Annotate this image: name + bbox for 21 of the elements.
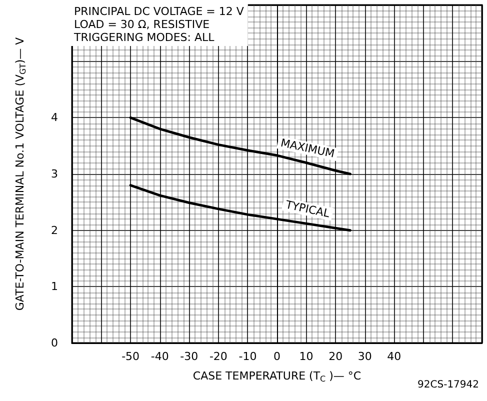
x-tick-label: 10: [299, 350, 314, 363]
annotation: PRINCIPAL DC VOLTAGE = 12 V: [74, 5, 244, 18]
x-tick-label: -10: [238, 350, 257, 363]
x-tick-label: -30: [180, 350, 198, 363]
x-tick-label: -50: [122, 350, 140, 363]
y-tick-label: 0: [51, 336, 58, 350]
y-tick-label: 3: [51, 168, 58, 180]
x-tick-label: 0: [274, 350, 280, 363]
y-tick-label: 4: [51, 111, 58, 124]
y-tick-label: 1: [51, 280, 58, 294]
annotation: TRIGGERING MODES: ALL: [73, 31, 216, 44]
text: TYPICAL: [284, 198, 332, 220]
text: 92CS-17942: [418, 380, 480, 390]
x-tick-label: 40: [387, 350, 402, 363]
x-tick-label: -40: [150, 350, 169, 363]
x-tick-label: 20: [328, 350, 343, 363]
annotation: LOAD = 30 Ω, RESISTIVE: [74, 18, 210, 31]
y-axis-title: GATE-TO-MAIN TERMINAL No.1 VOLTAGE (VGT)— V: [14, 36, 28, 311]
x-tick-label: 30: [358, 350, 372, 363]
x-tick-label: -20: [209, 350, 228, 363]
y-tick-label: 2: [51, 224, 58, 237]
